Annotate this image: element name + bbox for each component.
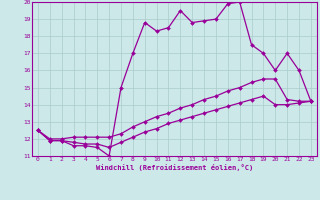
X-axis label: Windchill (Refroidissement éolien,°C): Windchill (Refroidissement éolien,°C) (96, 164, 253, 171)
